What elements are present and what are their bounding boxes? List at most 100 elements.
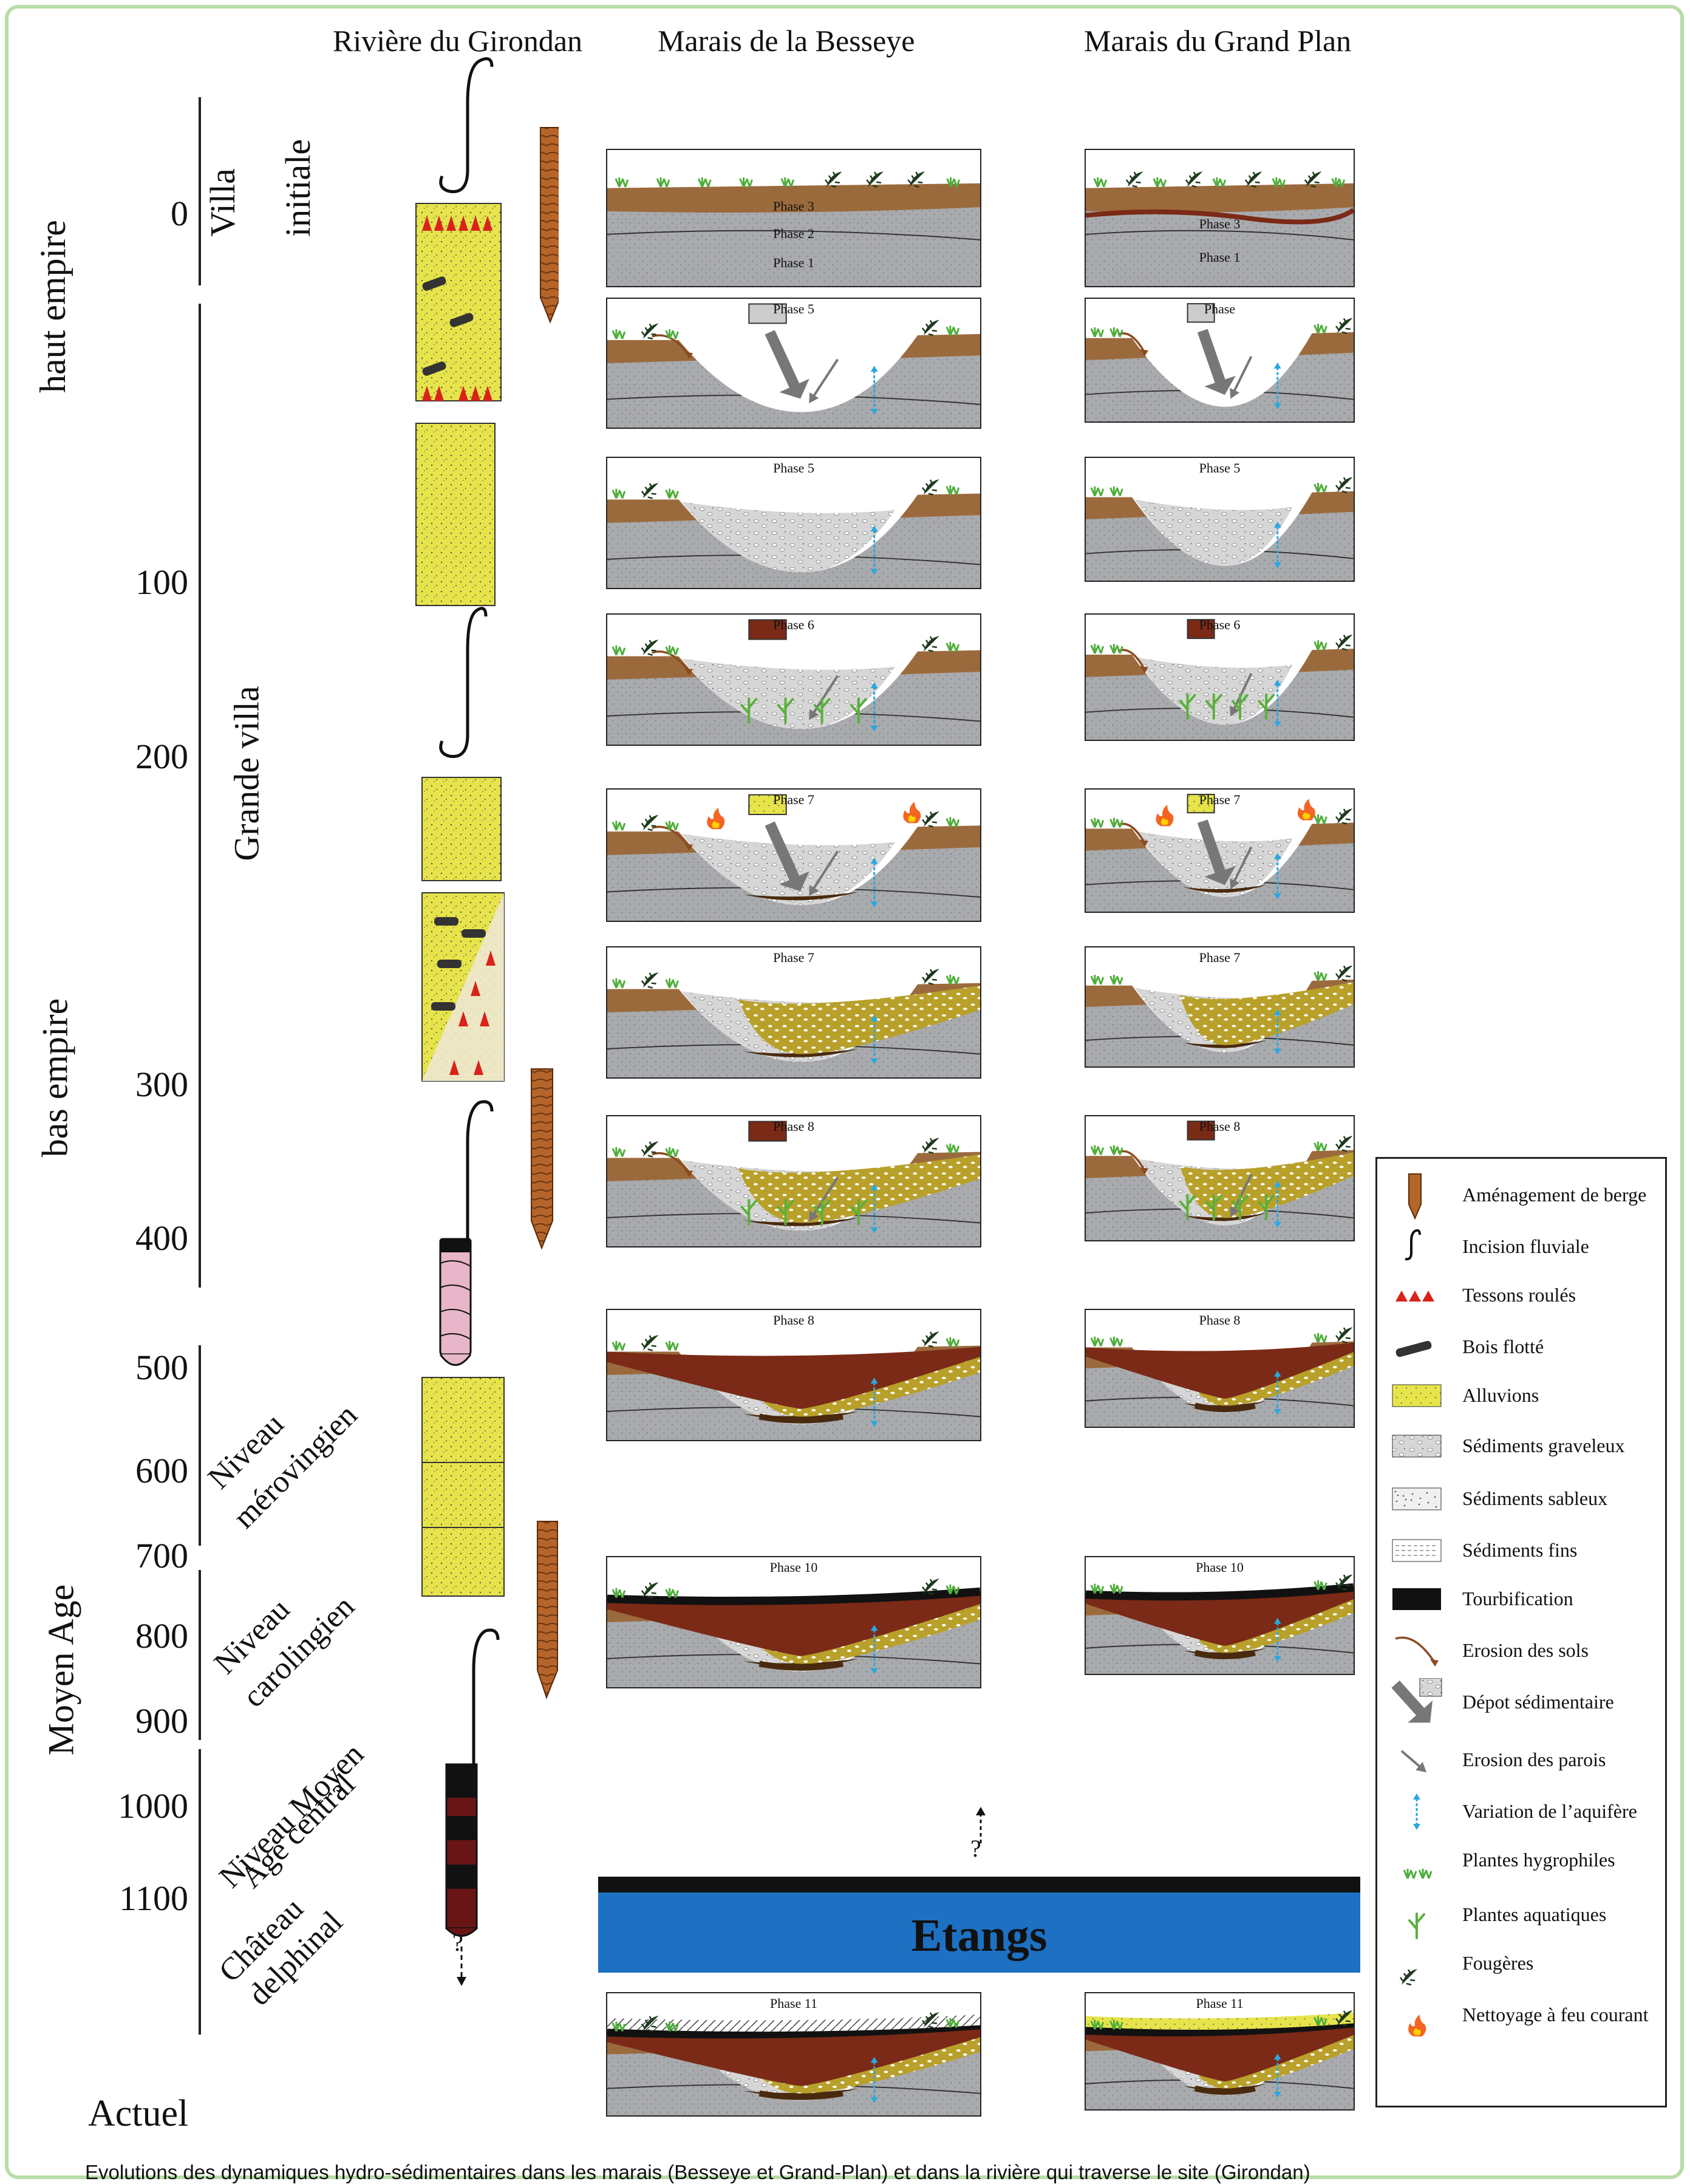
bank-stake-3 <box>537 1521 558 1699</box>
legend-item: Erosion des parois <box>1389 1736 1663 1784</box>
legend-item: Alluvions <box>1389 1371 1663 1420</box>
legend-item: Dépot sédimentaire <box>1389 1677 1663 1727</box>
phase-diagram-besseye-9: Phase 10 <box>606 1556 981 1688</box>
legend-item: Incision fluviale <box>1389 1223 1663 1271</box>
axis-segment-empire <box>199 304 201 1288</box>
small-arrow-icon <box>1400 1750 1427 1773</box>
period-villa-2: initiale <box>278 138 318 237</box>
phase-label: Phase 5 <box>773 460 814 476</box>
phase-diagram-besseye-5: Phase 7 <box>606 788 981 922</box>
phase-diagram-grand-plan-3: Phase 5 <box>1085 457 1355 582</box>
legend-label: Plantes hygrophiles <box>1462 1849 1615 1871</box>
peat-swatch <box>1392 1588 1441 1610</box>
axis-segment-merovingien <box>199 1345 201 1546</box>
legend-label: Sédiments sableux <box>1462 1487 1608 1509</box>
triangles-icon <box>1395 1291 1434 1302</box>
bank-stake-icon <box>1408 1173 1422 1220</box>
fern-icon <box>1400 1969 1417 1986</box>
phase-label: Phase 5 <box>1199 460 1241 476</box>
legend-label: Incision fluviale <box>1462 1235 1589 1257</box>
bank-stake-2 <box>531 1068 553 1250</box>
era-bas-empire: bas empire <box>35 998 75 1158</box>
phase-label: Phase 2 <box>773 226 814 242</box>
phase-diagram-grand-plan-6: Phase 7 <box>1085 946 1355 1068</box>
legend-item: Sédiments fins <box>1389 1526 1663 1575</box>
incision-hook-icon <box>439 607 488 759</box>
alluvium-swatch <box>1392 1384 1442 1407</box>
phase-label: Phase 7 <box>773 950 814 965</box>
phase-diagram-besseye-1: Phase 3 Phase 2 Phase 1 <box>606 149 981 287</box>
phase-diagram-grand-plan-5: Phase 7 <box>1085 788 1355 913</box>
sand-swatch <box>1392 1487 1442 1510</box>
legend-label: Variation de l’aquifère <box>1462 1800 1637 1822</box>
legend-item: Aménagement de berge <box>1389 1171 1663 1220</box>
etangs-question-mark: ? <box>970 1835 981 1862</box>
legend-item: Sédiments graveleux <box>1389 1422 1663 1470</box>
phase-label: Phase 8 <box>1199 1119 1241 1134</box>
legend-label: Tessons roulés <box>1462 1284 1576 1306</box>
phase-label: Phase 5 <box>773 301 814 316</box>
legend-item: Nettoyage à feu courant <box>1389 1991 1663 2039</box>
phase-diagram-grand-plan-9: Phase 10 <box>1085 1556 1355 1675</box>
alluvium-core-2 <box>415 423 496 606</box>
axis-segment-moyen-age <box>199 1749 201 2035</box>
legend-item: Erosion des sols <box>1389 1626 1663 1675</box>
period-villa-1: Villa <box>202 168 242 237</box>
legend-label: Dépot sédimentaire <box>1462 1691 1614 1713</box>
incision-hook-icon <box>466 1100 494 1288</box>
year-100: 100 <box>135 562 188 602</box>
double-arrow-icon <box>1413 1793 1420 1830</box>
axis-segment-villa <box>199 97 201 285</box>
year-800: 800 <box>135 1616 188 1656</box>
legend-item: Variation de l’aquifère <box>1389 1787 1663 1836</box>
phase-label: Phase 11 <box>769 1996 817 2011</box>
legend-label: Plantes aquatiques <box>1462 1903 1607 1925</box>
legend-label: Erosion des parois <box>1462 1749 1606 1770</box>
phase-diagram-besseye-6: Phase 7 <box>606 946 981 1079</box>
phase-label: Phase 1 <box>1199 250 1241 265</box>
legend-label: Tourbification <box>1462 1588 1573 1609</box>
legend-label: Erosion des sols <box>1462 1639 1589 1661</box>
legend-item: Fougères <box>1389 1939 1663 1988</box>
legend-label: Sédiments graveleux <box>1462 1435 1625 1456</box>
legend-label: Sédiments fins <box>1462 1539 1578 1561</box>
girondan-column <box>415 57 559 1986</box>
legend-item: Bois flotté <box>1389 1323 1663 1371</box>
alluvium-core-3 <box>421 777 502 881</box>
period-grande-villa: Grande villa <box>227 686 267 861</box>
year-1000: 1000 <box>118 1786 188 1826</box>
year-300: 300 <box>135 1065 188 1104</box>
phase-diagram-grand-plan-1: Phase 3 Phase 1 <box>1085 149 1355 287</box>
phase-diagram-besseye-2: Phase 5 <box>606 298 981 429</box>
year-700: 700 <box>135 1536 188 1575</box>
legend-item: Tessons roulés <box>1389 1271 1663 1320</box>
curved-arrow-icon <box>1395 1636 1439 1667</box>
legend: Aménagement de berge Incision fluviale T… <box>1375 1157 1667 2107</box>
phase-label: Phase 7 <box>773 792 814 807</box>
year-1100: 1100 <box>119 1879 188 1918</box>
phase-label: Phase 3 <box>1199 216 1241 232</box>
phase-label: Phase 7 <box>1199 950 1241 965</box>
phase-label: Phase 11 <box>1196 1996 1244 2011</box>
etangs-band: Etangs <box>598 1877 1360 1973</box>
legend-item: Tourbification <box>1389 1575 1663 1623</box>
era-moyen-age: Moyen Age <box>41 1584 81 1756</box>
phase-label: Phase 8 <box>773 1312 814 1328</box>
phase-diagram-besseye-3: Phase 5 <box>606 457 981 589</box>
phase-label: Phase 3 <box>773 198 814 214</box>
year-actuel: Actuel <box>88 2093 189 2134</box>
legend-item: Plantes hygrophiles <box>1389 1836 1663 1885</box>
phase-diagram-besseye-7: Phase 8 <box>606 1115 981 1247</box>
legend-label: Bois flotté <box>1462 1336 1544 1357</box>
column-header-besseye: Marais de la Besseye <box>658 24 915 58</box>
phase-label: Phase 7 <box>1199 792 1241 807</box>
aquatic-plant-icon <box>1408 1913 1425 1939</box>
phase-label: Phase 1 <box>773 255 814 271</box>
phase-label: Phase 10 <box>769 1560 818 1575</box>
legend-label: Aménagement de berge <box>1462 1184 1647 1206</box>
phase-label: Phase 8 <box>773 1119 814 1134</box>
incision-hook-icon <box>439 57 494 194</box>
hook-icon <box>1405 1229 1421 1261</box>
phase-diagram-besseye-10: Phase 11 <box>606 1992 981 2117</box>
phase-label: Phase 6 <box>1199 617 1241 632</box>
